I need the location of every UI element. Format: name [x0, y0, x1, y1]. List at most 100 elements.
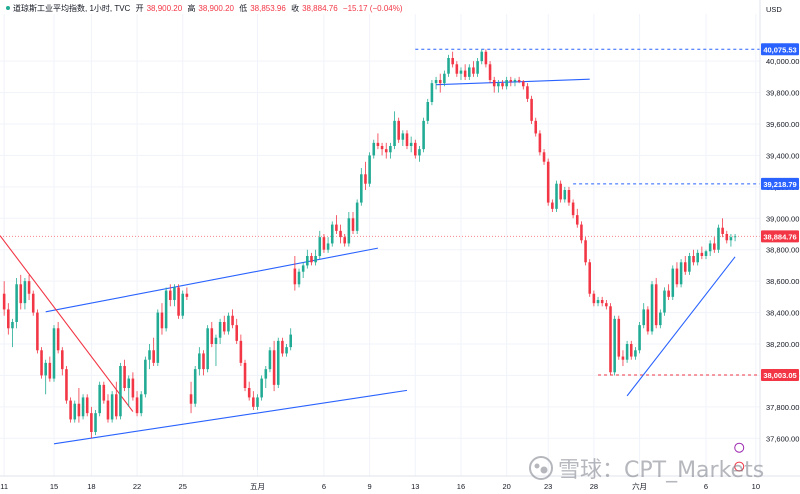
candle-body [517, 80, 521, 82]
candle-body [526, 86, 529, 99]
candle-body [40, 350, 43, 376]
open-label: 开 [135, 4, 144, 13]
candle-body [555, 183, 558, 209]
candle-body [347, 218, 351, 244]
candle-body [405, 133, 409, 146]
candle-body [505, 80, 508, 87]
x-tick-label: 16 [457, 482, 465, 491]
candle-body [56, 328, 60, 351]
x-tick-label: 6 [322, 482, 326, 491]
currency-unit: USD [766, 5, 782, 14]
candle-body [584, 240, 587, 263]
snowball-logo-icon [529, 456, 553, 480]
x-tick-label: 28 [590, 482, 598, 491]
x-tick-label: 10 [752, 482, 760, 491]
y-tick-label: 39,000.00 [766, 214, 799, 223]
candle-body [306, 256, 309, 266]
candle-body [310, 256, 313, 263]
candle-body [538, 133, 542, 153]
candle-body [23, 281, 27, 304]
candle-body [513, 80, 517, 82]
candle-body [139, 394, 143, 414]
candle-body [36, 312, 39, 351]
candle-body [360, 174, 363, 203]
candle-body [222, 322, 226, 332]
candle-body [177, 287, 180, 316]
candle-body [322, 237, 326, 250]
candle-body [725, 234, 729, 241]
high-value: 38,900.20 [198, 4, 234, 13]
candle-body [94, 413, 97, 432]
watermark-text: 雪球：CPT_Markets [558, 458, 765, 483]
y-tick-label: 38,600.00 [766, 277, 799, 286]
candle-body [414, 142, 417, 156]
candle-body [729, 237, 733, 241]
candle-body [534, 120, 538, 134]
watermark: 雪球：CPT_Markets [528, 452, 764, 484]
candle-body [268, 350, 272, 370]
change-value: −15.17 (−0.04%) [342, 4, 403, 13]
candle-body [339, 230, 342, 238]
candle-body [256, 397, 259, 407]
time-axis: 11 15 18 22 25 五月 6 9 13 16 20 23 28 六月 6 10 [0, 475, 800, 491]
candle-body [61, 350, 64, 370]
candle-body [326, 243, 330, 250]
candle-body [434, 80, 438, 84]
candle-body [617, 318, 621, 357]
market-status-icon [6, 6, 10, 11]
candle-body [571, 202, 575, 216]
candle-body [551, 202, 554, 209]
candle-body [663, 290, 666, 313]
candle-body [596, 300, 600, 304]
y-tick-label: 40,000.00 [766, 57, 799, 66]
candle-body [335, 224, 338, 231]
candle-body [671, 268, 675, 297]
y-tick-label: 37,800.00 [766, 403, 799, 412]
candle-body [252, 397, 255, 407]
candle-body [592, 293, 596, 304]
candle-body [48, 362, 52, 379]
trendline [436, 78, 590, 86]
candle-body [422, 120, 425, 150]
candle-body [468, 67, 471, 77]
candle-body [389, 146, 392, 153]
candle-body [688, 256, 691, 272]
high-label: 高 [187, 4, 196, 13]
candle-body [546, 161, 550, 203]
candle-body [675, 268, 679, 285]
candle-body [700, 252, 704, 256]
candle-body [650, 284, 654, 332]
candle-body [243, 362, 247, 388]
y-tick-label: 39,600.00 [766, 120, 799, 129]
close-label: 收 [291, 4, 300, 13]
candle-body [447, 58, 450, 74]
close-value: 38,884.76 [302, 4, 338, 13]
price-tag-label: 39,218.79 [763, 180, 796, 189]
candle-body [380, 146, 384, 150]
candle-body [692, 256, 695, 263]
candle-body [98, 384, 101, 414]
candle-body [521, 81, 525, 87]
x-tick-label: 18 [87, 482, 95, 491]
x-tick-label: 六月 [632, 481, 647, 491]
candle-body [613, 318, 616, 373]
candle-body [355, 202, 359, 231]
candle-body [318, 237, 322, 256]
candle-body [11, 322, 14, 329]
candle-body [181, 293, 185, 316]
candle-body [625, 344, 629, 360]
candle-body [451, 58, 454, 65]
candle-body [218, 322, 222, 338]
candle-body [629, 344, 633, 357]
candle-body [679, 262, 683, 285]
y-tick-label: 39,800.00 [766, 89, 799, 98]
candle-body [459, 70, 463, 74]
candle-body [173, 287, 176, 300]
candle-body [102, 384, 106, 401]
candle-body [472, 67, 475, 74]
candle-body [114, 394, 118, 417]
candle-body [696, 252, 699, 263]
x-tick-label: 22 [133, 482, 141, 491]
candle-body [206, 328, 209, 370]
